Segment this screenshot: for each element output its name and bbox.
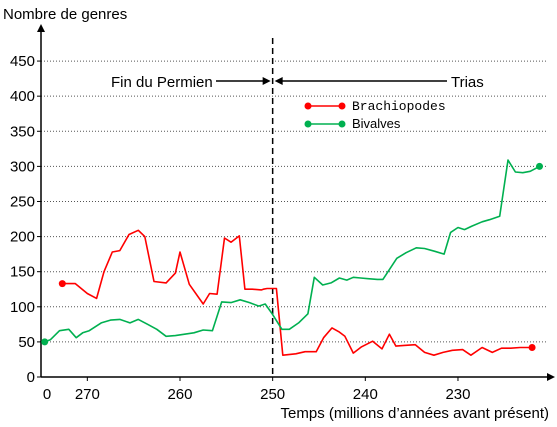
legend: Brachiopodes Bivalves <box>304 99 446 131</box>
y-tick-label: 0 <box>27 369 35 386</box>
series-endpoint-brachiopodes-end <box>528 344 536 352</box>
triassic-label: Trias <box>451 74 484 91</box>
x-tick-label: 260 <box>167 386 192 403</box>
triassic-arrow-head <box>274 77 283 85</box>
x-tick-label: 0 <box>43 386 51 403</box>
y-tick-label: 450 <box>10 53 35 70</box>
tick-labels: 0 50 100 150 200 250 300 350 400 450 0 270 260 250 240… <box>10 53 471 403</box>
permian-arrow-head <box>262 77 271 85</box>
y-tick-label: 50 <box>18 334 35 351</box>
y-axis-title: Nombre de genres <box>3 6 127 23</box>
legend-label-bivalves: Bivalves <box>352 116 401 131</box>
legend-marker-brachiopodes <box>338 102 346 110</box>
y-axis-arrow <box>37 24 45 32</box>
legend-marker-brachiopodes <box>304 102 312 110</box>
gridlines <box>41 60 546 343</box>
permian-triassic-boundary <box>216 38 447 377</box>
permian-label: Fin du Permien <box>111 74 213 91</box>
y-tick-label: 250 <box>10 193 35 210</box>
legend-marker-bivalves <box>304 120 312 128</box>
legend-label-brachiopodes: Brachiopodes <box>352 99 446 114</box>
y-tick-label: 200 <box>10 229 35 246</box>
x-tick-label: 240 <box>353 386 378 403</box>
axes <box>37 24 555 381</box>
y-tick-label: 100 <box>10 299 35 316</box>
legend-marker-bivalves <box>338 120 346 128</box>
y-tick-label: 400 <box>10 88 35 105</box>
series-line-bivalves <box>44 159 540 343</box>
y-tick-label: 300 <box>10 158 35 175</box>
x-tick-label: 270 <box>75 386 100 403</box>
series-endpoint-bivalves-end <box>536 162 544 170</box>
x-tick-label: 230 <box>445 386 470 403</box>
series-endpoint-brachiopodes-start <box>58 280 66 288</box>
y-tick-label: 150 <box>10 264 35 281</box>
x-tick-label: 250 <box>260 386 285 403</box>
series-endpoint-bivalves-start <box>41 338 49 346</box>
series-group <box>41 159 544 356</box>
y-tick-label: 350 <box>10 123 35 140</box>
x-axis-arrow <box>547 373 555 381</box>
x-axis-title: Temps (millions d’années avant présent) <box>281 405 549 422</box>
series-line-brachiopodes <box>62 229 533 356</box>
